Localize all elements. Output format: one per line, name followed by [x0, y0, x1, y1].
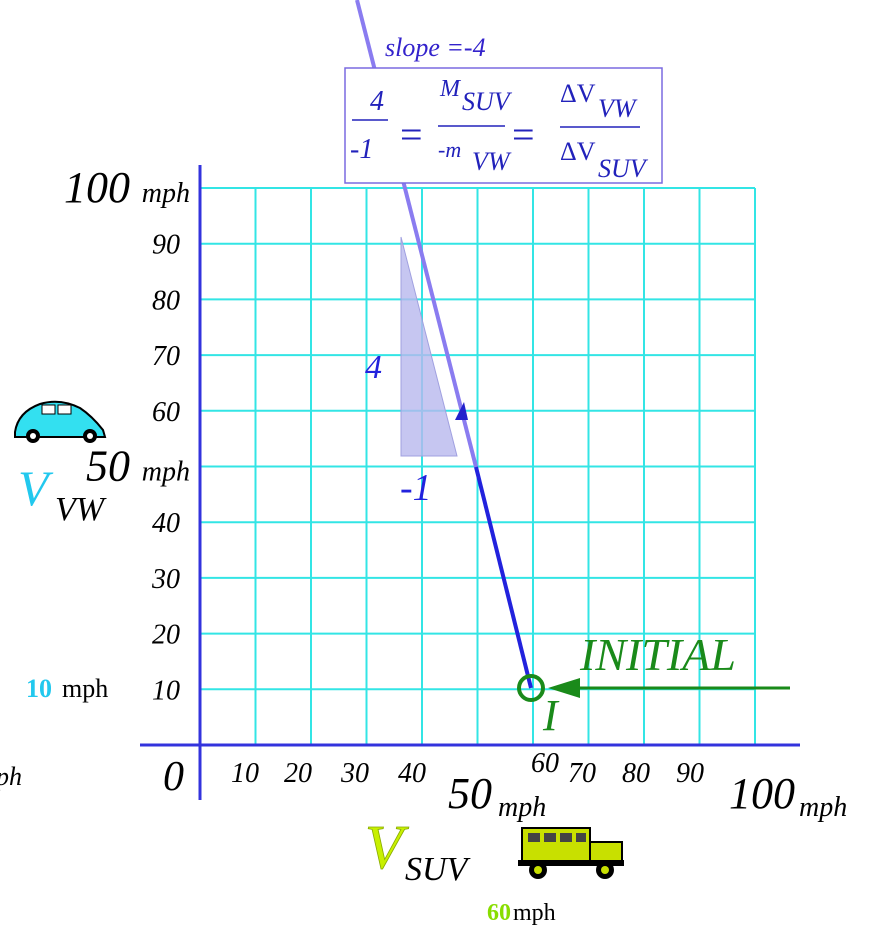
y-tick-label: 20 — [152, 620, 180, 651]
suv-speed-unit: mph — [513, 900, 556, 926]
y-tick-label: 30 — [151, 564, 180, 595]
slope-label: slope =-4 — [385, 33, 486, 62]
suv-subscript: SUV — [405, 851, 472, 888]
x-tick-label: 90 — [676, 758, 704, 789]
eq-text: SUV — [462, 87, 513, 116]
vw-speed-unit: mph — [62, 674, 108, 703]
x-tick-label: 40 — [398, 758, 426, 789]
cut-text: ph — [0, 762, 22, 791]
initial-label: INITIAL — [579, 629, 736, 680]
slope-triangle — [401, 237, 457, 456]
y-tick-label: 80 — [152, 285, 180, 316]
x-tick-label: 60 — [531, 748, 559, 779]
y-tick-label: 70 — [152, 341, 180, 372]
y-tick-unit: mph — [142, 457, 190, 488]
vw-symbol: V — [18, 460, 54, 516]
eq-text: -1 — [350, 134, 373, 165]
x-tick-label: 50 — [448, 769, 492, 818]
car-icon — [15, 402, 105, 443]
eq-text: VW — [472, 147, 512, 176]
eq-text: ΔV — [560, 137, 596, 166]
y-tick-label: 90 — [152, 230, 180, 261]
y-tick-label: 50 — [86, 442, 130, 491]
vw-subscript: VW — [55, 491, 107, 528]
eq-text: VW — [598, 94, 638, 123]
eq-text: ΔV — [560, 79, 596, 108]
x-tick-label: 80 — [622, 758, 650, 789]
run-label: -1 — [400, 467, 432, 509]
x-tick-label: 30 — [340, 758, 369, 789]
x-tick-label: 10 — [231, 758, 259, 789]
y-tick-label: 100 — [64, 163, 130, 212]
suv-icon — [518, 828, 624, 879]
eq-text: M — [439, 76, 462, 102]
suv-symbol: V — [365, 814, 409, 882]
eq-text: SUV — [598, 154, 649, 183]
eq-text: = — [512, 112, 535, 157]
rise-label: 4 — [365, 349, 382, 386]
eq-text: -m — [438, 137, 461, 162]
x-tick-label: 20 — [284, 758, 312, 789]
eq-text: 4 — [370, 86, 384, 117]
x-tick-label: 70 — [568, 758, 596, 789]
y-tick-unit: mph — [142, 178, 190, 209]
y-tick-label: 10 — [152, 675, 180, 706]
origin-label: 0 — [163, 754, 184, 800]
x-tick-label: 100 — [729, 769, 795, 818]
suv-speed: 60 — [487, 900, 511, 926]
eq-text: = — [400, 112, 423, 157]
vw-speed: 10 — [26, 674, 52, 703]
x-tick-unit: mph — [799, 792, 847, 823]
x-tick-unit: mph — [498, 792, 546, 823]
diagram: INITIAL I slope =-4 4 -1 = M SUV -m VW =… — [0, 0, 869, 929]
y-tick-label: 60 — [152, 397, 180, 428]
initial-point-label: I — [542, 691, 560, 740]
page: {"slope_label": "slope =-4", "equation":… — [0, 0, 869, 929]
y-tick-label: 40 — [152, 508, 180, 539]
